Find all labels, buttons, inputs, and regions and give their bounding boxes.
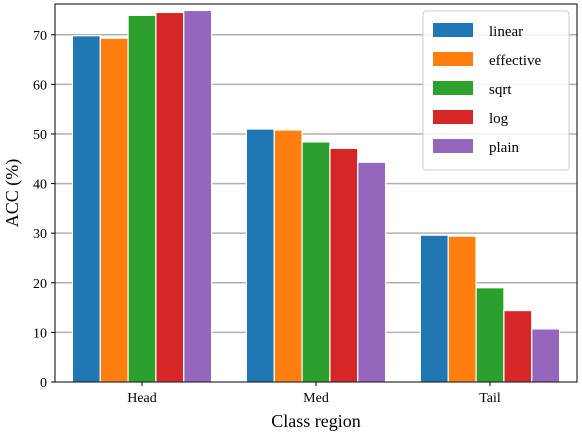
bar-log-head [155,11,185,383]
x-tick-label: Med [303,391,329,406]
bar-log-med [329,147,359,383]
legend-label-effective: effective [489,53,542,69]
bar-effective-med [273,129,303,383]
bars [71,9,561,383]
bar-sqrt-tail [475,287,505,383]
x-tick-label: Tail [479,391,501,406]
bar-plain-head [183,9,213,383]
legend-swatch-effective [433,52,473,66]
bar-linear-head [71,35,101,383]
legend-swatch-log [433,110,473,124]
bar-effective-tail [447,235,477,383]
y-axis-label: ACC (%) [2,159,23,228]
bar-effective-head [99,37,129,383]
bar-plain-med [357,161,387,383]
legend-label-linear: linear [489,24,523,40]
y-tick-label: 50 [33,128,47,143]
legend-label-sqrt: sqrt [489,82,512,98]
y-tick-label: 20 [33,277,47,292]
x-axis-label: Class region [271,411,361,431]
legend-label-plain: plain [489,140,519,156]
x-tick-label: Head [127,391,157,406]
y-tick-label: 0 [40,376,47,391]
y-tick-label: 40 [33,178,47,193]
legend-box [422,10,570,171]
y-tick-label: 10 [33,326,47,341]
x-axis: Head Med Tail [127,382,501,406]
bar-log-tail [503,309,533,383]
bar-linear-med [245,128,275,383]
bar-linear-tail [419,234,449,383]
y-tick-label: 70 [33,29,47,44]
legend-swatch-plain [433,139,473,153]
bar-plain-tail [531,328,561,383]
legend-swatch-sqrt [433,81,473,95]
y-axis: 0 10 20 30 40 50 60 70 [33,29,55,391]
legend: linear effective sqrt log plain [422,10,570,171]
y-tick-label: 60 [33,78,47,93]
y-tick-label: 30 [33,227,47,242]
legend-swatch-linear [433,23,473,37]
bar-sqrt-med [301,141,331,383]
legend-label-log: log [489,111,509,127]
bar-sqrt-head [127,14,157,383]
